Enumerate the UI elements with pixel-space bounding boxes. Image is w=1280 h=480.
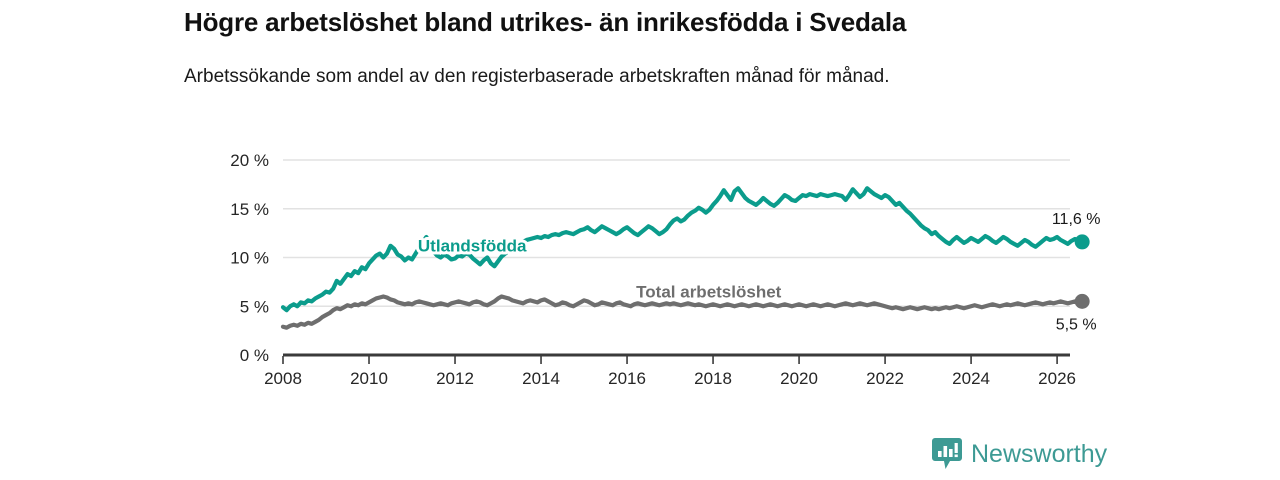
y-axis-tick-label: 5 % bbox=[240, 297, 269, 316]
series-endpoint-utlandsfodda bbox=[1074, 234, 1090, 250]
newsworthy-bar-chart-bubble-icon bbox=[932, 437, 962, 471]
series-lines-group bbox=[280, 186, 1085, 330]
page-subtitle: Arbetssökande som andel av den registerb… bbox=[184, 66, 890, 87]
x-axis-tick-label: 2012 bbox=[436, 369, 474, 388]
series-label-utlandsfodda: Utlandsfödda bbox=[418, 237, 527, 256]
series-label-total: Total arbetslöshet bbox=[636, 282, 781, 301]
series-endpoint-total bbox=[1074, 293, 1090, 309]
x-axis-tick-label: 2026 bbox=[1038, 369, 1076, 388]
newsworthy-logo: Newsworthy bbox=[932, 437, 1107, 471]
x-axis-tick-label: 2016 bbox=[608, 369, 646, 388]
x-axis-tick-label: 2020 bbox=[780, 369, 818, 388]
newsworthy-wordmark: Newsworthy bbox=[971, 439, 1108, 468]
y-axis-tick-label: 15 % bbox=[230, 200, 269, 219]
x-axis-tick-label: 2008 bbox=[264, 369, 302, 388]
page-title: Högre arbetslöshet bland utrikes- än inr… bbox=[184, 7, 907, 37]
end-value-label-utlandsfodda: 11,6 % bbox=[1052, 211, 1101, 228]
x-axis-group bbox=[282, 353, 1070, 364]
x-axis-tick-label: 2018 bbox=[694, 369, 732, 388]
x-axis-tick-label: 2014 bbox=[522, 369, 560, 388]
x-axis-tick-label: 2022 bbox=[866, 369, 904, 388]
x-axis-labels-group: 2008 2010 2012 2014 2016 2018 2020 2022 2024 2026 bbox=[264, 369, 1076, 388]
y-axis-tick-label: 0 % bbox=[240, 346, 269, 365]
series-line-total bbox=[280, 294, 1085, 330]
x-axis-tick-label: 2024 bbox=[952, 369, 990, 388]
series-line-utlandsfodda bbox=[280, 186, 1085, 313]
series-endpoints-group bbox=[1074, 234, 1090, 309]
y-axis-labels-group: 0 % 5 % 10 % 15 % 20 % bbox=[230, 151, 269, 365]
y-axis-tick-label: 20 % bbox=[230, 151, 269, 170]
x-axis-tick-label: 2010 bbox=[350, 369, 388, 388]
series-end-value-labels-group: 11,6 % 5,5 % bbox=[1052, 211, 1101, 333]
series-inline-labels-group: Utlandsfödda Total arbetslöshet bbox=[415, 234, 785, 305]
end-value-label-total: 5,5 % bbox=[1056, 316, 1097, 333]
y-axis-tick-label: 10 % bbox=[230, 249, 269, 268]
